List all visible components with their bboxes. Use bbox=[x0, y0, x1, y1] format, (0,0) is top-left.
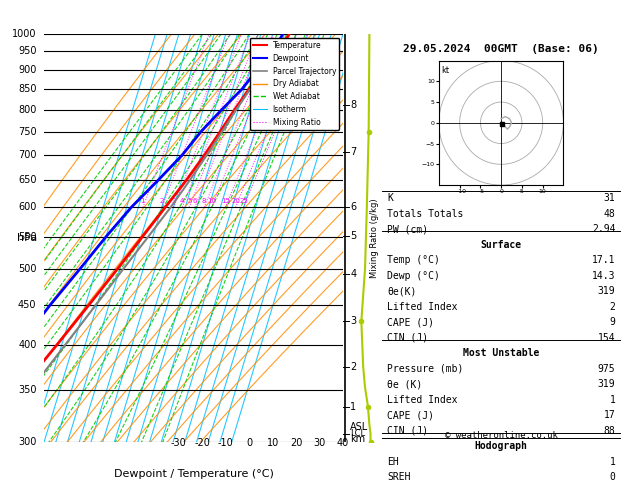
Text: 1: 1 bbox=[610, 395, 615, 405]
Text: Pressure (mb): Pressure (mb) bbox=[387, 364, 464, 374]
Text: Surface: Surface bbox=[481, 240, 521, 250]
Text: © weatheronline.co.uk: © weatheronline.co.uk bbox=[445, 431, 558, 440]
Text: 20: 20 bbox=[290, 438, 303, 449]
Text: hPa: hPa bbox=[18, 233, 38, 243]
Text: 800: 800 bbox=[18, 104, 36, 115]
Text: 29.05.2024  00GMT  (Base: 06): 29.05.2024 00GMT (Base: 06) bbox=[403, 44, 599, 54]
Text: LCL: LCL bbox=[350, 429, 365, 438]
Text: 20: 20 bbox=[231, 198, 240, 204]
Text: 17: 17 bbox=[604, 410, 615, 420]
Text: 8: 8 bbox=[202, 198, 206, 204]
Text: CIN (J): CIN (J) bbox=[387, 426, 428, 436]
Text: 975: 975 bbox=[598, 364, 615, 374]
Text: Most Unstable: Most Unstable bbox=[463, 348, 540, 358]
Text: CAPE (J): CAPE (J) bbox=[387, 317, 434, 328]
Text: 10: 10 bbox=[267, 438, 279, 449]
Text: Lifted Index: Lifted Index bbox=[387, 395, 457, 405]
Text: Lifted Index: Lifted Index bbox=[387, 302, 457, 312]
Text: 2: 2 bbox=[350, 362, 357, 372]
Text: 450: 450 bbox=[18, 300, 36, 310]
Text: 48: 48 bbox=[604, 209, 615, 219]
Text: 14.3: 14.3 bbox=[592, 271, 615, 281]
Text: 5: 5 bbox=[350, 231, 357, 242]
Text: 2: 2 bbox=[160, 198, 164, 204]
Text: 4: 4 bbox=[350, 269, 357, 278]
Text: 1: 1 bbox=[350, 401, 357, 412]
Text: 5: 5 bbox=[187, 198, 191, 204]
Text: -20: -20 bbox=[194, 438, 210, 449]
Text: 950: 950 bbox=[18, 46, 36, 56]
Text: 8: 8 bbox=[350, 100, 357, 110]
Text: 9: 9 bbox=[610, 317, 615, 328]
Text: 25: 25 bbox=[239, 198, 248, 204]
Text: 900: 900 bbox=[18, 65, 36, 75]
Legend: Temperature, Dewpoint, Parcel Trajectory, Dry Adiabat, Wet Adiabat, Isotherm, Mi: Temperature, Dewpoint, Parcel Trajectory… bbox=[250, 38, 339, 130]
Text: 319: 319 bbox=[598, 286, 615, 296]
Text: Hodograph: Hodograph bbox=[475, 441, 528, 451]
Text: 850: 850 bbox=[18, 84, 36, 94]
Text: 2: 2 bbox=[610, 302, 615, 312]
Text: 0: 0 bbox=[246, 438, 252, 449]
Text: -10: -10 bbox=[218, 438, 233, 449]
Text: 3: 3 bbox=[350, 316, 357, 326]
Text: 1000: 1000 bbox=[12, 29, 36, 39]
Text: 700: 700 bbox=[18, 150, 36, 160]
Text: θe (K): θe (K) bbox=[387, 380, 422, 389]
Text: Dewp (°C): Dewp (°C) bbox=[387, 271, 440, 281]
Text: 30: 30 bbox=[313, 438, 326, 449]
Text: 600: 600 bbox=[18, 202, 36, 212]
Text: -30: -30 bbox=[171, 438, 187, 449]
Text: CIN (J): CIN (J) bbox=[387, 333, 428, 343]
Text: 1: 1 bbox=[141, 198, 145, 204]
Text: Temp (°C): Temp (°C) bbox=[387, 255, 440, 265]
Text: SREH: SREH bbox=[387, 472, 411, 483]
Text: 400: 400 bbox=[18, 340, 36, 350]
Text: 4: 4 bbox=[180, 198, 184, 204]
Text: Dewpoint / Temperature (°C): Dewpoint / Temperature (°C) bbox=[114, 469, 274, 479]
Text: 31: 31 bbox=[604, 193, 615, 203]
Text: 17.1: 17.1 bbox=[592, 255, 615, 265]
Text: EH: EH bbox=[387, 457, 399, 467]
Text: 650: 650 bbox=[18, 175, 36, 185]
Text: 6: 6 bbox=[350, 202, 357, 212]
Text: 300: 300 bbox=[18, 437, 36, 447]
Text: 10: 10 bbox=[207, 198, 216, 204]
Text: Totals Totals: Totals Totals bbox=[387, 209, 464, 219]
Text: K: K bbox=[387, 193, 393, 203]
Text: 750: 750 bbox=[18, 126, 36, 137]
Text: 550: 550 bbox=[18, 232, 36, 242]
Text: θe(K): θe(K) bbox=[387, 286, 416, 296]
Text: 319: 319 bbox=[598, 380, 615, 389]
Text: 7: 7 bbox=[350, 147, 357, 157]
Text: PW (cm): PW (cm) bbox=[387, 224, 428, 234]
Text: 15: 15 bbox=[221, 198, 230, 204]
Text: 1: 1 bbox=[610, 457, 615, 467]
Text: 88: 88 bbox=[604, 426, 615, 436]
Text: 350: 350 bbox=[18, 385, 36, 395]
Text: 3: 3 bbox=[172, 198, 176, 204]
Text: km: km bbox=[350, 434, 365, 444]
Text: 0: 0 bbox=[610, 472, 615, 483]
Text: 43°37'N  13°22'E  119m  ASL: 43°37'N 13°22'E 119m ASL bbox=[92, 0, 295, 1]
Text: ASL: ASL bbox=[350, 422, 369, 432]
Text: 2.94: 2.94 bbox=[592, 224, 615, 234]
Text: 40: 40 bbox=[337, 438, 349, 449]
Text: 500: 500 bbox=[18, 264, 36, 274]
Text: 6: 6 bbox=[192, 198, 197, 204]
Text: CAPE (J): CAPE (J) bbox=[387, 410, 434, 420]
Text: 154: 154 bbox=[598, 333, 615, 343]
Text: Mixing Ratio (g/kg): Mixing Ratio (g/kg) bbox=[370, 198, 379, 278]
